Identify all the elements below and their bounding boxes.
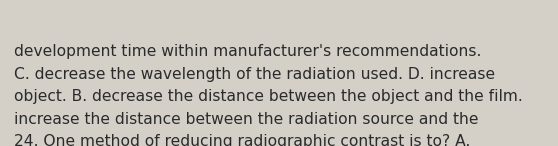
Text: object. B. decrease the distance between the object and the film.: object. B. decrease the distance between… — [14, 89, 523, 104]
Text: development time within manufacturer's recommendations.: development time within manufacturer's r… — [14, 44, 482, 59]
Text: increase the distance between the radiation source and the: increase the distance between the radiat… — [14, 112, 479, 126]
Text: C. decrease the wavelength of the radiation used. D. increase: C. decrease the wavelength of the radiat… — [14, 66, 495, 81]
Text: 24. One method of reducing radiographic contrast is to? A.: 24. One method of reducing radiographic … — [14, 134, 470, 146]
